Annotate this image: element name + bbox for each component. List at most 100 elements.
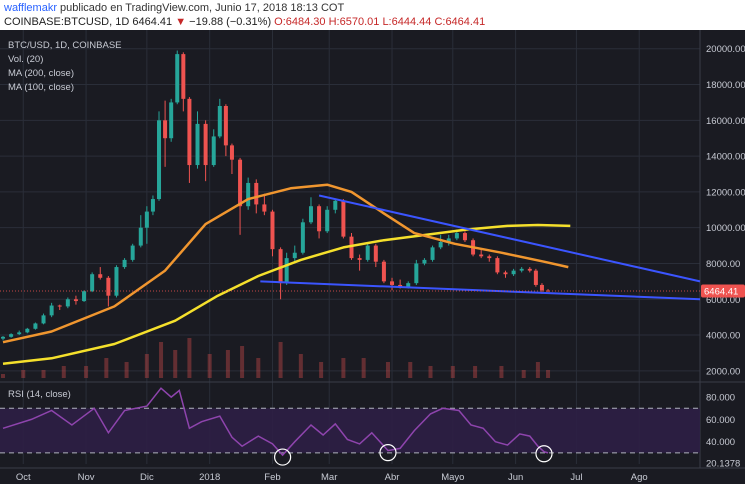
rsi-tick-label: 80.000 — [706, 393, 735, 404]
candle-body — [365, 245, 370, 260]
candle-body — [446, 238, 451, 242]
chart-area[interactable]: 20000.00 18000.00 16000.00 14000.00 12000.00… — [0, 30, 745, 484]
candle-body — [406, 283, 411, 287]
price-tick-label: 4000.00 — [706, 331, 740, 342]
volume-bar — [428, 366, 433, 378]
volume-bar — [298, 354, 303, 378]
open-value: O:6484.30 — [274, 16, 326, 28]
time-tick-label: Jun — [508, 472, 523, 483]
candle-body — [169, 102, 174, 139]
time-tick-label: Dic — [140, 472, 154, 483]
last-price-tag — [701, 284, 745, 298]
candle-body — [414, 263, 419, 284]
volume-bar — [225, 350, 230, 378]
candle-body — [519, 268, 524, 271]
price-change: −19.88 (−0.31%) — [189, 16, 272, 28]
candle-body — [539, 284, 544, 291]
candle-body — [223, 106, 228, 146]
candle-body — [17, 332, 22, 335]
volume-bar — [546, 370, 551, 378]
candle-body — [73, 299, 78, 302]
candle-body — [300, 222, 305, 253]
volume-bar — [278, 342, 283, 378]
candle-body — [381, 261, 386, 282]
candle-body — [333, 200, 338, 210]
chart-header: wafflemakr publicado en TradingView.com,… — [0, 0, 745, 30]
candle-body — [130, 245, 135, 260]
candle-body — [144, 211, 149, 228]
volume-bar — [1, 374, 5, 378]
candle-body — [373, 245, 378, 262]
candle-body — [479, 254, 484, 257]
lower-trendline — [260, 280, 701, 301]
legend-volume: Vol. (20) — [8, 54, 43, 65]
candle-body — [487, 256, 492, 259]
volume-bar — [21, 370, 26, 378]
candle-body — [511, 270, 516, 275]
candle-body — [438, 242, 443, 248]
rsi-circle-marker — [379, 444, 397, 462]
candle-body — [181, 54, 186, 99]
candle-body — [325, 209, 330, 232]
volume-bar — [535, 362, 540, 378]
time-tick-label: Nov — [78, 472, 95, 483]
price-tick-label: 2000.00 — [706, 366, 740, 377]
volume-bar — [173, 350, 178, 378]
candle-body — [278, 249, 283, 284]
rsi-tick-label: 20.1378 — [706, 459, 740, 470]
time-tick-label: Ago — [631, 472, 648, 483]
volume-bar — [319, 362, 324, 378]
candle-body — [122, 259, 127, 268]
candle-body — [217, 106, 222, 137]
volume-bar — [159, 342, 164, 378]
legend-title: BTC/USD, 1D, COINBASE — [8, 40, 122, 51]
volume-bar — [144, 354, 149, 378]
candle-body — [25, 328, 30, 333]
low-value: L:6444.44 — [382, 16, 432, 28]
volume-bar — [187, 338, 192, 378]
volume-bar — [84, 366, 89, 378]
candle-body — [398, 284, 403, 287]
candle-body — [57, 305, 62, 307]
price-chart-svg[interactable]: 20000.00 18000.00 16000.00 14000.00 12000.00… — [0, 30, 745, 484]
volume-bar — [341, 358, 346, 378]
volume-bar — [499, 366, 504, 378]
volume-bar — [385, 362, 390, 378]
volume-bar — [207, 354, 212, 378]
legend-ma200: MA (200, close) — [8, 68, 74, 79]
volume-bar — [61, 366, 66, 378]
price-tick-label: 14000.00 — [706, 152, 745, 163]
candle-body — [187, 98, 192, 166]
quote-line: COINBASE:BTCUSD, 1D 6464.41 ▼ −19.88 (−0… — [4, 16, 485, 28]
candle-body — [246, 182, 251, 207]
price-tick-label: 10000.00 — [706, 223, 745, 234]
candle-body — [503, 272, 508, 275]
candle-body — [349, 236, 354, 259]
rsi-band — [0, 408, 700, 453]
legend-ma100: MA (100, close) — [8, 82, 74, 93]
candle-body — [157, 120, 162, 200]
upper-trendline — [318, 194, 701, 283]
rsi-circle-marker — [274, 448, 292, 466]
rsi-line — [2, 387, 549, 457]
candle-body — [114, 267, 119, 296]
high-value: H:6570.01 — [328, 16, 380, 28]
price-tick-label: 20000.00 — [706, 44, 745, 55]
published-text: publicado en TradingView.com, Junio 17, … — [60, 2, 345, 14]
volume-bar — [240, 346, 245, 378]
candle-body — [82, 291, 87, 302]
ma100-line — [2, 183, 569, 344]
candle-body — [195, 123, 200, 166]
author-link[interactable]: wafflemakr — [4, 2, 57, 14]
candle-body — [9, 334, 14, 337]
candle-body — [33, 323, 38, 329]
volume-bar — [124, 362, 129, 378]
candle-body — [292, 252, 297, 259]
candle-body — [262, 204, 267, 212]
ma200-line — [2, 223, 571, 365]
last-price: 6464.41 — [132, 16, 173, 28]
candle-body — [150, 199, 155, 212]
candle-body — [284, 258, 289, 284]
price-tick-label: 12000.00 — [706, 187, 745, 198]
rsi-tick-label: 60.000 — [706, 415, 735, 426]
